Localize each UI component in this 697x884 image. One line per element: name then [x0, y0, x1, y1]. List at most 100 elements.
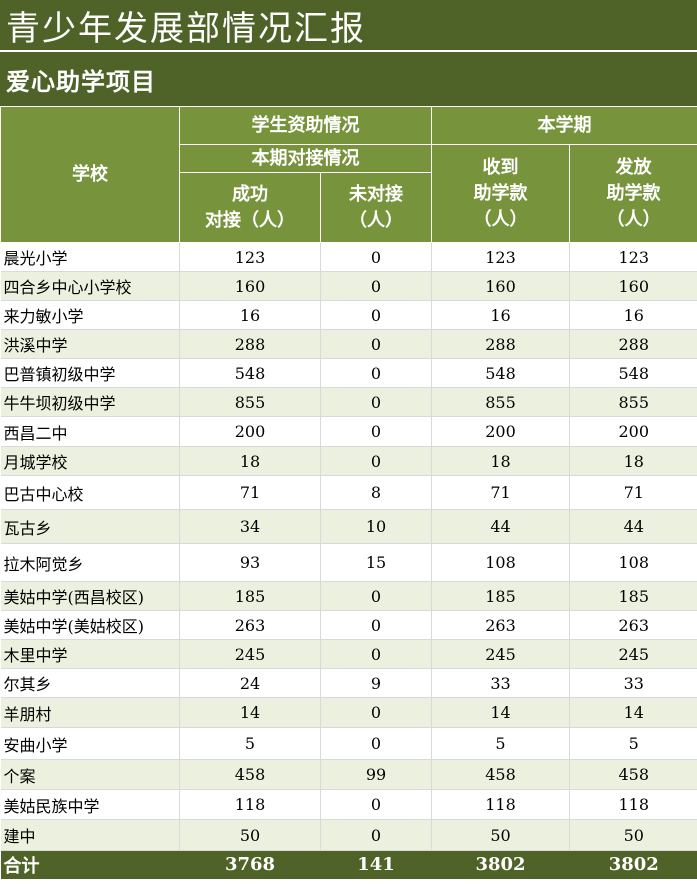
- school-name-cell: 西昌二中: [0, 416, 180, 447]
- distributed-cell: 18: [569, 446, 697, 476]
- success-cell: 185: [179, 581, 321, 611]
- success-cell: 71: [179, 475, 321, 510]
- unmatched-cell: 0: [320, 697, 432, 728]
- distributed-cell: 263: [569, 610, 697, 640]
- table-row: 巴古中心校 71 8 71 71: [0, 475, 697, 510]
- table-row: 建中 50 0 50 50: [0, 819, 697, 851]
- table-row: 美姑中学(美姑校区) 263 0 263 263: [0, 610, 697, 640]
- distributed-cell: 160: [569, 271, 697, 301]
- school-name-cell: 瓦古乡: [0, 509, 180, 544]
- school-name-cell: 晨光小学: [0, 242, 180, 272]
- school-name-cell: 个案: [0, 759, 180, 790]
- aid-table: 学校 学生资助情况 本学期 本期对接情况 收到 助学款 （人） 发放 助学款 （…: [0, 106, 697, 879]
- unmatched-cell: 0: [320, 358, 432, 388]
- received-cell: 71: [431, 475, 570, 510]
- school-name-cell: 安曲小学: [0, 727, 180, 760]
- distributed-cell: 548: [569, 358, 697, 388]
- table-row: 来力敏小学 16 0 16 16: [0, 300, 697, 330]
- school-name-cell: 美姑民族中学: [0, 789, 180, 820]
- unmatched-cell: 0: [320, 242, 432, 272]
- table-row: 晨光小学 123 0 123 123: [0, 242, 697, 272]
- table-row: 巴普镇初级中学 548 0 548 548: [0, 358, 697, 388]
- unmatched-cell: 15: [320, 543, 432, 582]
- success-cell: 288: [179, 329, 321, 359]
- distributed-cell: 44: [569, 509, 697, 544]
- distributed-cell: 245: [569, 639, 697, 669]
- total-unmatched: 141: [320, 850, 432, 879]
- total-row: 合计 3768 141 3802 3802: [0, 850, 697, 879]
- distributed-cell: 118: [569, 789, 697, 820]
- school-name-cell: 四合乡中心小学校: [0, 271, 180, 301]
- table-row: 拉木阿觉乡 93 15 108 108: [0, 543, 697, 582]
- header-received: 收到 助学款 （人）: [431, 144, 570, 243]
- header-sub-matching: 本期对接情况: [179, 144, 432, 173]
- header-group-student-aid: 学生资助情况: [179, 106, 432, 145]
- unmatched-cell: 0: [320, 446, 432, 476]
- success-cell: 548: [179, 358, 321, 388]
- success-cell: 200: [179, 416, 321, 447]
- unmatched-cell: 99: [320, 759, 432, 790]
- school-name-cell: 羊朋村: [0, 697, 180, 728]
- success-cell: 93: [179, 543, 321, 582]
- received-cell: 548: [431, 358, 570, 388]
- distributed-cell: 5: [569, 727, 697, 760]
- received-cell: 123: [431, 242, 570, 272]
- unmatched-cell: 0: [320, 819, 432, 851]
- success-cell: 263: [179, 610, 321, 640]
- table-row: 西昌二中 200 0 200 200: [0, 416, 697, 447]
- received-cell: 288: [431, 329, 570, 359]
- unmatched-cell: 0: [320, 271, 432, 301]
- unmatched-cell: 0: [320, 581, 432, 611]
- success-cell: 14: [179, 697, 321, 728]
- unmatched-cell: 0: [320, 789, 432, 820]
- section-subtitle: 爱心助学项目: [0, 50, 697, 106]
- school-name-cell: 建中: [0, 819, 180, 851]
- unmatched-cell: 0: [320, 727, 432, 760]
- received-cell: 50: [431, 819, 570, 851]
- school-name-cell: 美姑中学(西昌校区): [0, 581, 180, 611]
- table-row: 月城学校 18 0 18 18: [0, 446, 697, 476]
- header-group-this-semester: 本学期: [431, 106, 697, 145]
- distributed-cell: 123: [569, 242, 697, 272]
- total-received: 3802: [431, 850, 570, 879]
- success-cell: 855: [179, 387, 321, 417]
- success-cell: 18: [179, 446, 321, 476]
- table-row: 四合乡中心小学校 160 0 160 160: [0, 271, 697, 301]
- unmatched-cell: 9: [320, 668, 432, 698]
- received-cell: 118: [431, 789, 570, 820]
- unmatched-cell: 8: [320, 475, 432, 510]
- total-distributed: 3802: [569, 850, 697, 879]
- unmatched-cell: 10: [320, 509, 432, 544]
- school-name-cell: 来力敏小学: [0, 300, 180, 330]
- success-cell: 16: [179, 300, 321, 330]
- table-row: 美姑中学(西昌校区) 185 0 185 185: [0, 581, 697, 611]
- header-success: 成功 对接（人）: [179, 172, 321, 243]
- header-school: 学校: [0, 106, 180, 243]
- distributed-cell: 108: [569, 543, 697, 582]
- success-cell: 118: [179, 789, 321, 820]
- distributed-cell: 855: [569, 387, 697, 417]
- received-cell: 160: [431, 271, 570, 301]
- page-title: 青少年发展部情况汇报: [0, 0, 697, 50]
- received-cell: 5: [431, 727, 570, 760]
- table-body: 晨光小学 123 0 123 123 四合乡中心小学校 160 0 160 160 来力敏小学 16 0…: [0, 242, 697, 851]
- distributed-cell: 200: [569, 416, 697, 447]
- school-name-cell: 洪溪中学: [0, 329, 180, 359]
- distributed-cell: 14: [569, 697, 697, 728]
- header-unmatched: 未对接 （人）: [320, 172, 432, 243]
- received-cell: 14: [431, 697, 570, 728]
- total-label: 合计: [0, 850, 180, 879]
- success-cell: 160: [179, 271, 321, 301]
- unmatched-cell: 0: [320, 610, 432, 640]
- distributed-cell: 185: [569, 581, 697, 611]
- header-distributed: 发放 助学款 （人）: [569, 144, 697, 243]
- received-cell: 855: [431, 387, 570, 417]
- school-name-cell: 美姑中学(美姑校区): [0, 610, 180, 640]
- school-name-cell: 拉木阿觉乡: [0, 543, 180, 582]
- received-cell: 108: [431, 543, 570, 582]
- success-cell: 24: [179, 668, 321, 698]
- unmatched-cell: 0: [320, 329, 432, 359]
- received-cell: 458: [431, 759, 570, 790]
- success-cell: 50: [179, 819, 321, 851]
- table-row: 牛牛坝初级中学 855 0 855 855: [0, 387, 697, 417]
